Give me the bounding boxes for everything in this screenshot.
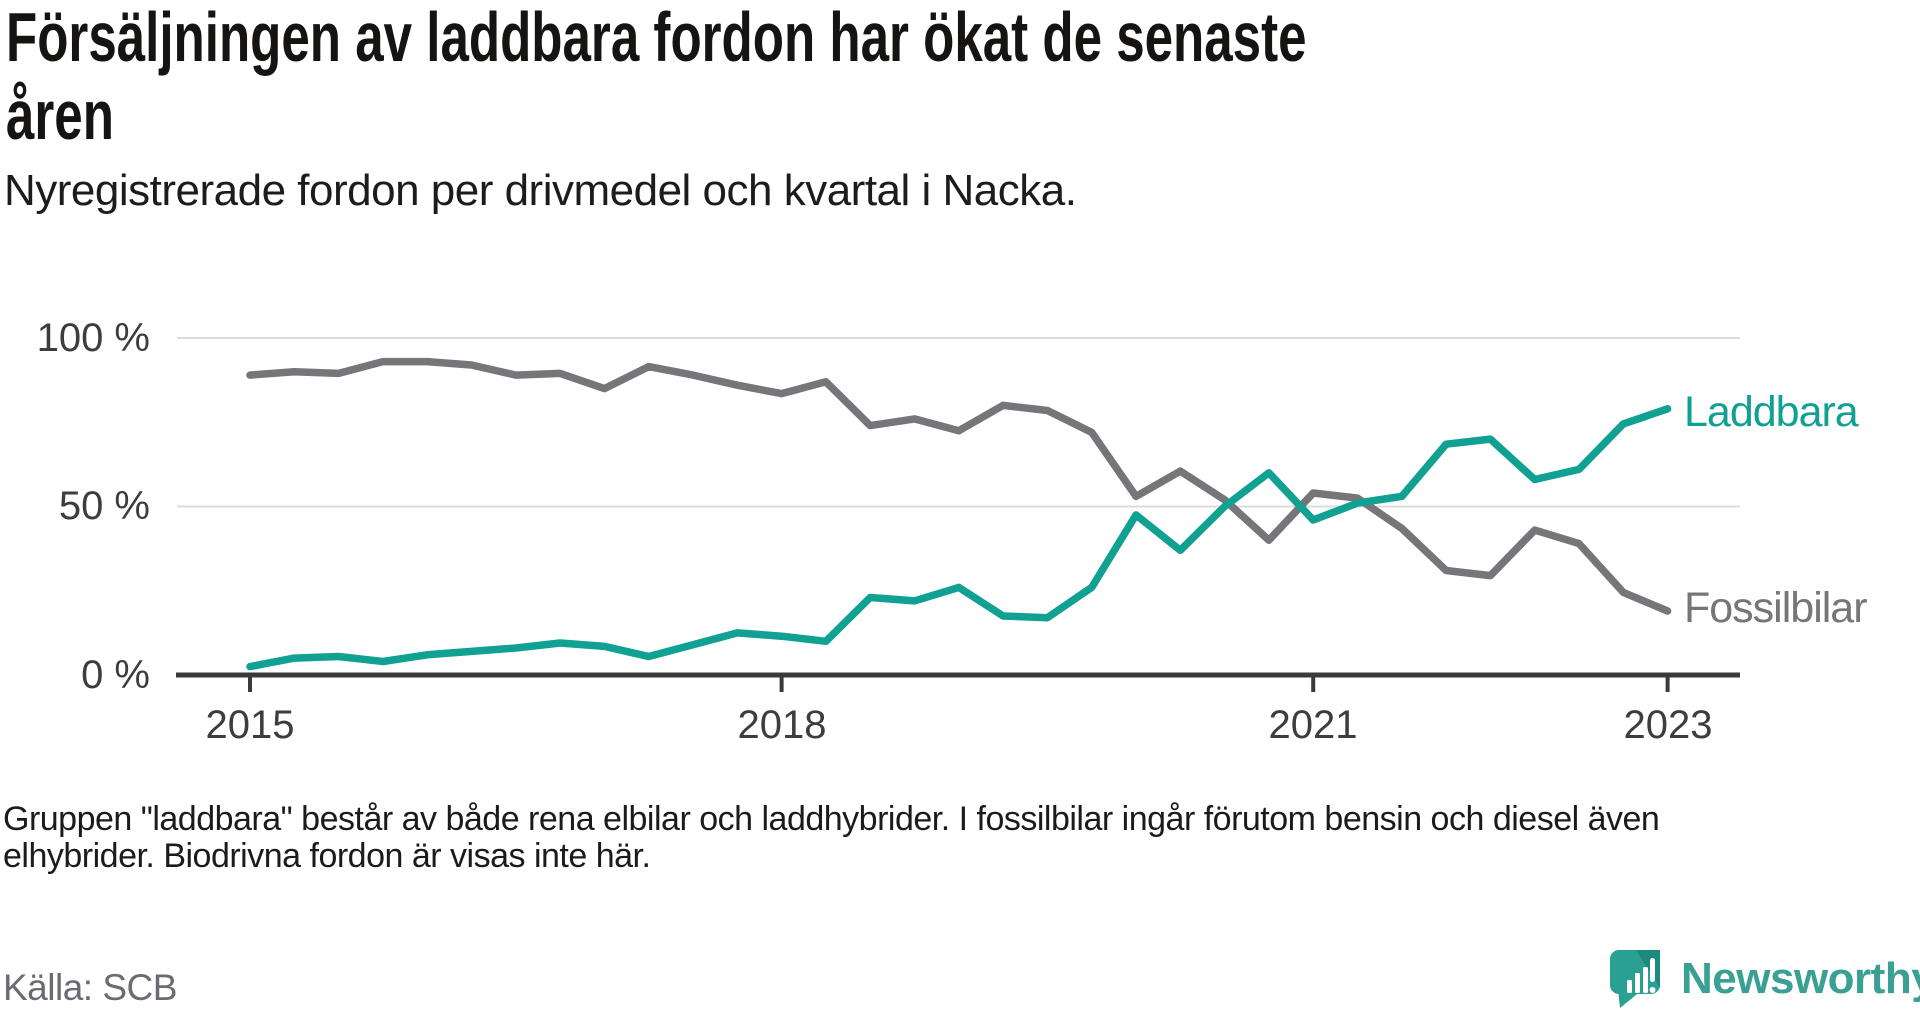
y-tick-0: 0 % [81, 653, 150, 697]
newsworthy-bubble-chart-icon [1610, 950, 1660, 1008]
source-label: Källa: SCB [3, 967, 177, 1008]
logo-exclamation-dot [1649, 987, 1656, 993]
y-tick-50: 50 % [58, 484, 150, 528]
x-tick-2021: 2021 [1268, 703, 1358, 747]
footnote-line-2: elhybrider. Biodrivna fordon är visas in… [3, 837, 651, 875]
title-line-2: åren [6, 76, 114, 154]
logo-bubble-tail [1618, 990, 1642, 1008]
x-tick-2023: 2023 [1623, 703, 1713, 747]
logo-bar-1 [1627, 980, 1632, 993]
laddbara-line [246, 405, 1672, 671]
newsworthy-wordmark: Newsworthy [1681, 954, 1920, 1003]
x-ticks [248, 675, 1670, 692]
footnote-line-1: Gruppen "laddbara" består av både rena e… [3, 800, 1660, 838]
footnote: Gruppen "laddbara" består av både rena e… [3, 801, 1903, 875]
fossilbilar-series-label: Fossilbilar [1684, 584, 1868, 632]
title-line-1: Försäljningen av laddbara fordon har öka… [6, 0, 1307, 76]
fossilbilar-line [246, 357, 1672, 615]
x-tick-2018: 2018 [737, 703, 827, 747]
logo-exclamation-bar [1650, 958, 1655, 982]
laddbara-series-label: Laddbara [1684, 388, 1859, 436]
x-tick-2015: 2015 [205, 703, 295, 747]
logo-bar-2 [1635, 973, 1640, 993]
chart-subtitle: Nyregistrerade fordon per drivmedel och … [4, 166, 1077, 215]
gridlines [177, 337, 1740, 508]
newsworthy-logo: Newsworthy [1610, 950, 1920, 1010]
logo-bar-3 [1643, 967, 1648, 993]
page-title: Försäljningen av laddbara fordon har öka… [6, 0, 1481, 154]
y-tick-100: 100 % [36, 316, 150, 360]
